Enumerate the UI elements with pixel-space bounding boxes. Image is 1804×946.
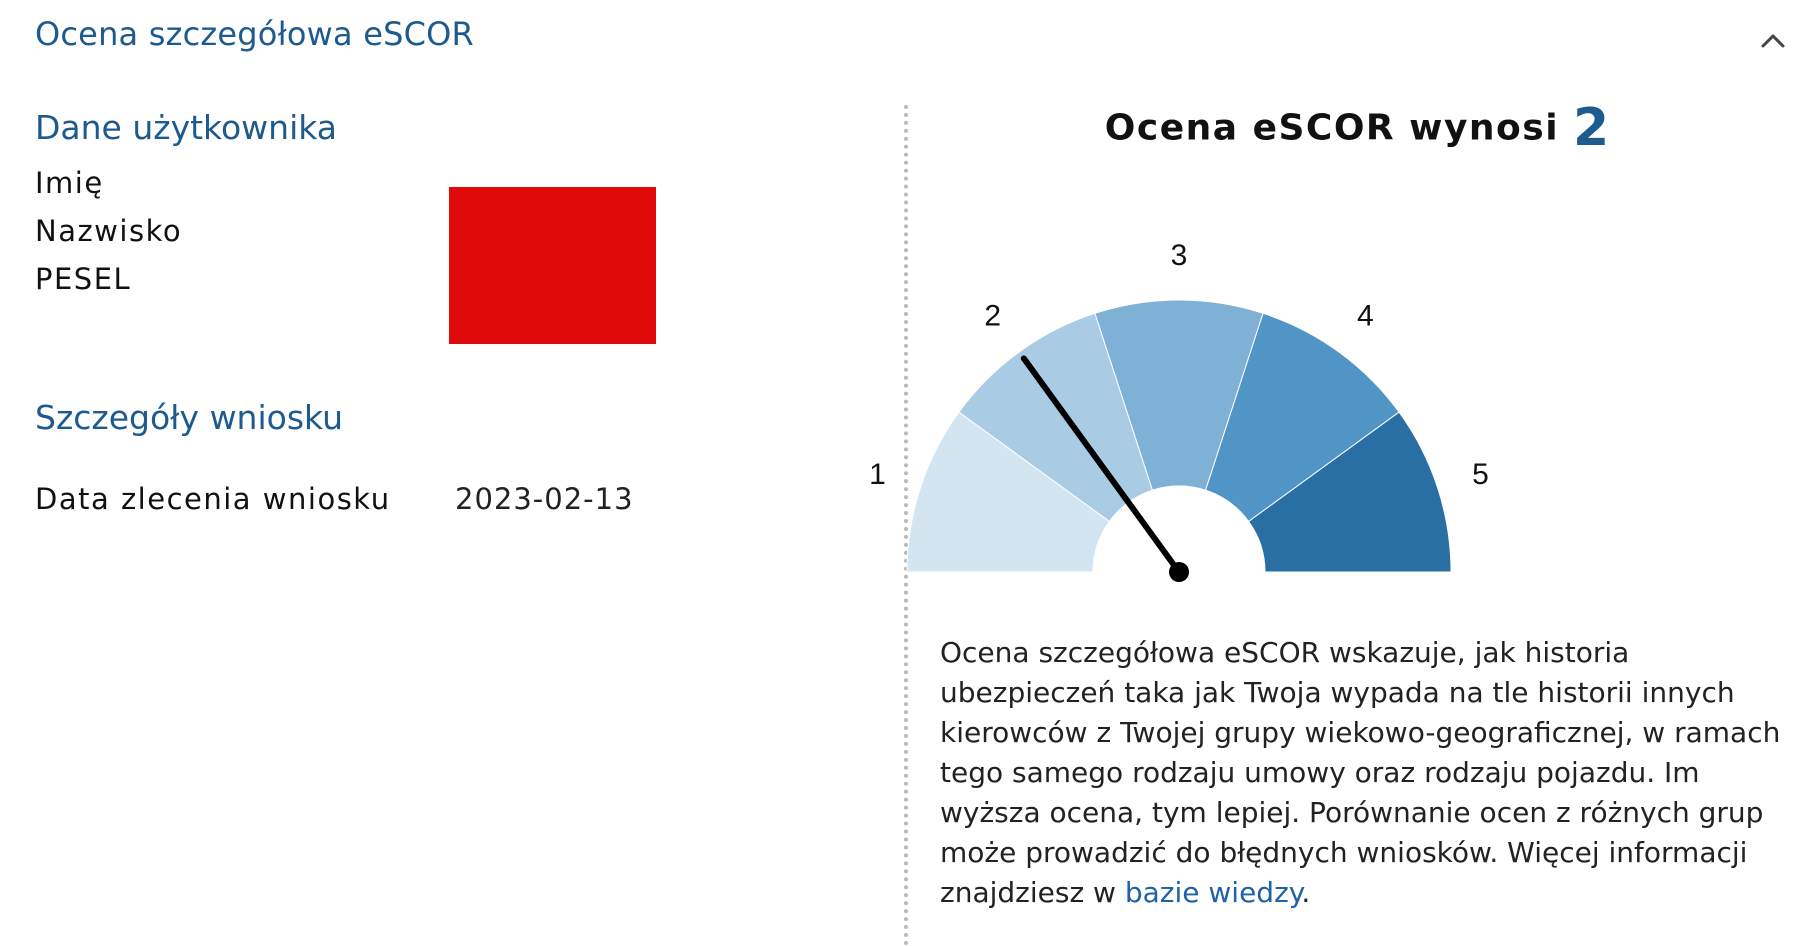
collapse-button[interactable] (1755, 22, 1791, 58)
description-text: Ocena szczegółowa eSCOR wskazuje, jak hi… (940, 636, 1781, 909)
first-name-label: Imię (35, 166, 104, 200)
gauge-segment-3 (1094, 299, 1264, 491)
details-column: Dane użytkownika Imię Nazwisko PESEL Szc… (0, 90, 890, 940)
user-data-heading: Dane użytkownika (35, 108, 337, 147)
column-divider (904, 105, 908, 946)
order-date-value: 2023-02-13 (455, 482, 634, 516)
last-name-label: Nazwisko (35, 214, 183, 248)
gauge-chart: 1 2 3 4 5 (869, 239, 1489, 582)
section-header: Ocena szczegółowa eSCOR (0, 0, 1804, 80)
gauge-tick-label-3: 3 (1171, 239, 1188, 272)
gauge-segment-1 (906, 411, 1111, 573)
description-suffix: . (1301, 876, 1311, 909)
order-date-label: Data zlecenia wniosku (35, 482, 391, 516)
gauge-tick-label-5: 5 (1472, 458, 1489, 491)
score-value: 2 (1573, 98, 1610, 158)
score-label: Ocena eSCOR wynosi (1104, 107, 1560, 149)
application-details-heading: Szczegóły wniosku (35, 398, 344, 437)
section-title: Ocena szczegółowa eSCOR (35, 15, 474, 53)
gauge-tick-label-1: 1 (869, 458, 886, 491)
score-heading: Ocena eSCOR wynosi 2 (910, 98, 1804, 158)
redacted-personal-data (449, 187, 656, 344)
gauge-tick-label-2: 2 (984, 300, 1001, 333)
gauge-tick-label-4: 4 (1357, 300, 1374, 333)
gauge-segment-4 (1204, 312, 1400, 523)
score-description: Ocena szczegółowa eSCOR wskazuje, jak hi… (940, 633, 1800, 913)
gauge-segment-5 (1247, 411, 1452, 573)
score-column: Ocena eSCOR wynosi 2 1 2 3 4 5 Ocena szczegół… (869, 80, 1804, 946)
gauge-needle-hub (1169, 562, 1189, 582)
gauge-needle (1020, 355, 1182, 575)
score-gauge: 1 2 3 4 5 (869, 160, 1804, 680)
pesel-label: PESEL (35, 262, 132, 296)
chevron-up-icon (1761, 34, 1785, 48)
knowledge-base-link[interactable]: bazie wiedzy (1124, 876, 1302, 909)
